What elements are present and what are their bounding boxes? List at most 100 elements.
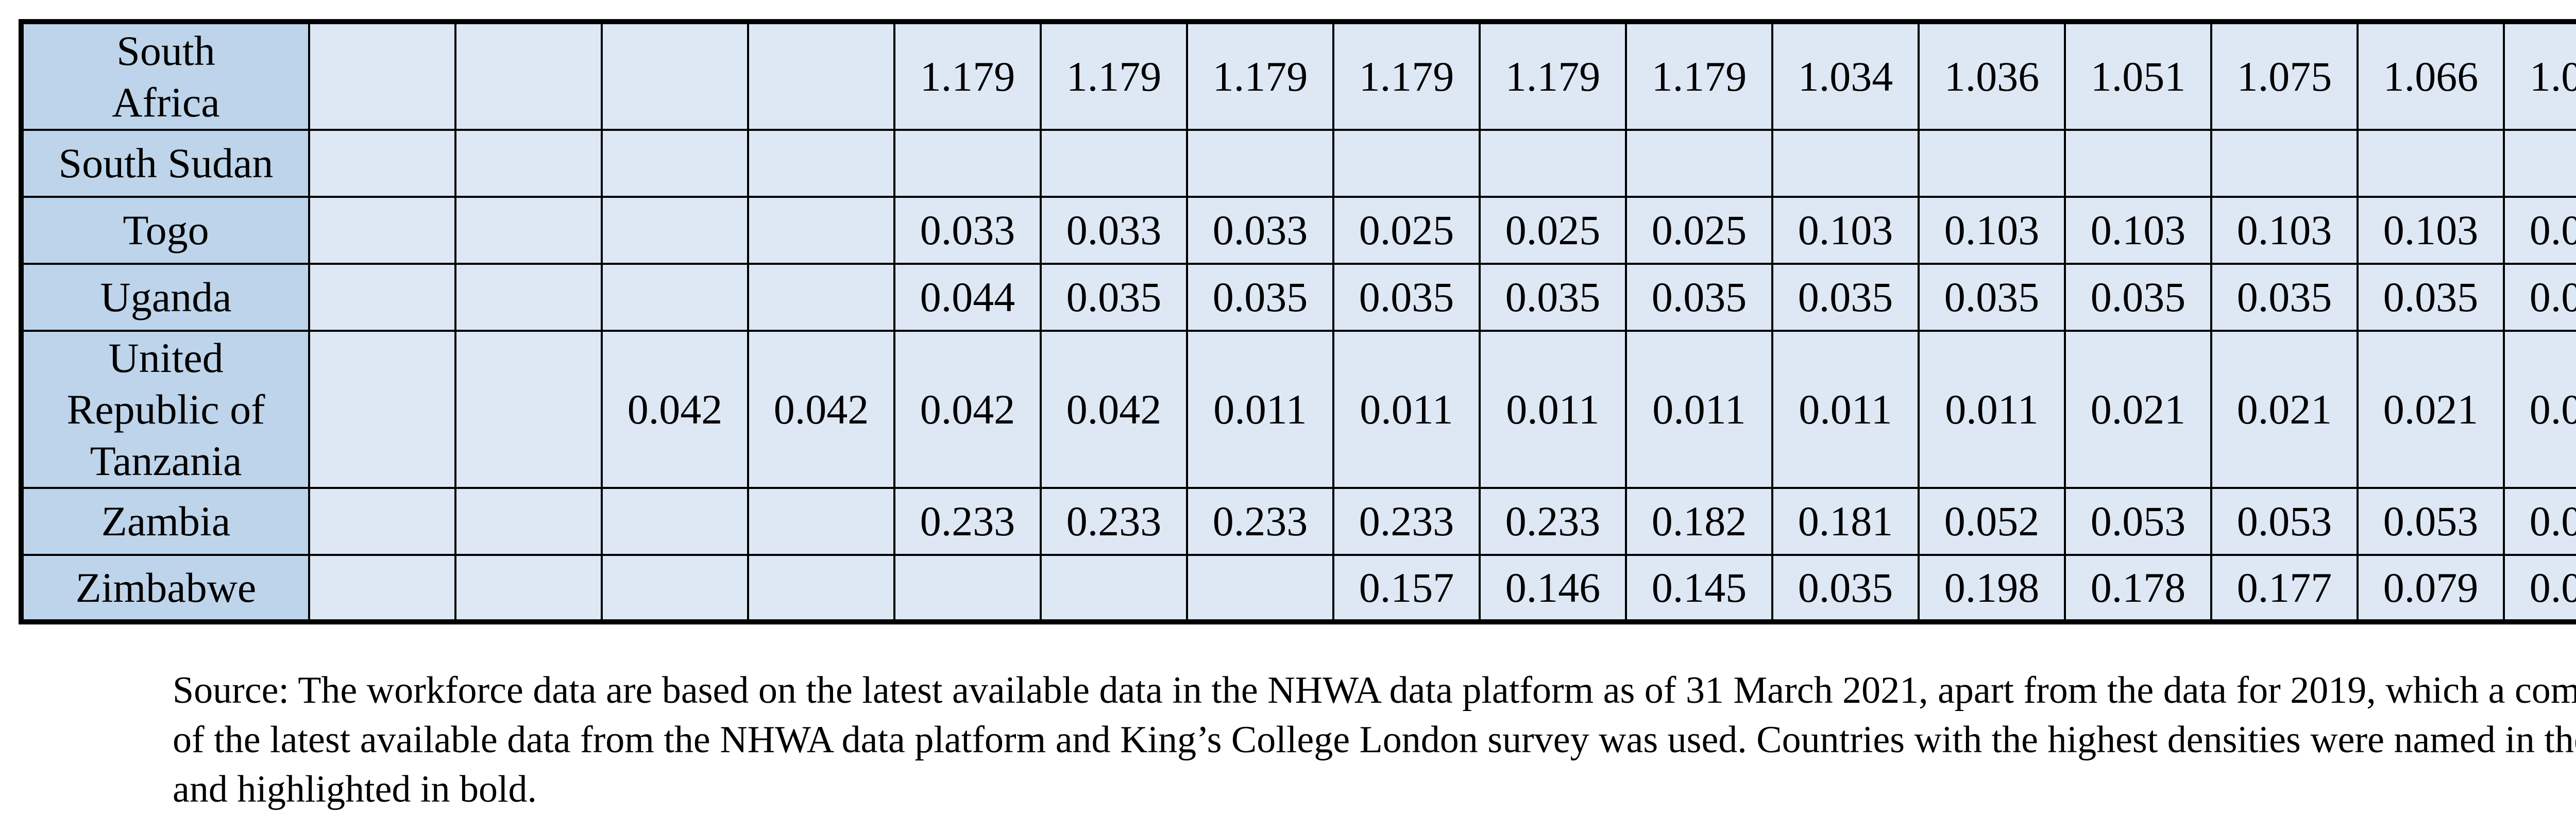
country-name-line: South Sudan — [58, 140, 274, 187]
data-cell: 0.035 — [1479, 263, 1627, 332]
data-cell: 0.021 — [2357, 330, 2505, 489]
data-cell: 0.025 — [2503, 196, 2576, 265]
data-cell — [308, 129, 456, 198]
data-cell: 1.075 — [2210, 21, 2359, 131]
data-cell: 0.233 — [1479, 487, 1627, 556]
data-cell: 0.103 — [2210, 196, 2359, 265]
data-cell — [454, 21, 603, 131]
data-cell — [1625, 129, 1773, 198]
data-cell: 0.042 — [601, 330, 749, 489]
data-cell — [601, 196, 749, 265]
data-cell: 1.034 — [1771, 21, 1920, 131]
data-cell — [454, 330, 603, 489]
data-cell: 0.035 — [1332, 263, 1481, 332]
data-cell: 0.233 — [1040, 487, 1188, 556]
table-row: South Sudan0.0030.003 — [20, 129, 2576, 198]
data-cell — [747, 196, 895, 265]
data-cell: 0.053 — [2064, 487, 2212, 556]
data-cell: 0.035 — [1771, 554, 1920, 623]
data-cell: 0.033 — [1040, 196, 1188, 265]
data-cell — [308, 330, 456, 489]
data-cell: 0.035 — [1918, 263, 2066, 332]
data-cell: 0.233 — [1186, 487, 1334, 556]
data-cell: 0.021 — [2064, 330, 2212, 489]
data-cell — [747, 263, 895, 332]
data-cell: 0.103 — [1918, 196, 2066, 265]
data-cell — [308, 263, 456, 332]
data-cell: 0.035 — [2064, 263, 2212, 332]
data-cell: 1.051 — [2064, 21, 2212, 131]
data-cell — [1040, 554, 1188, 623]
data-cell: 0.042 — [1040, 330, 1188, 489]
data-cell: 0.103 — [2357, 196, 2505, 265]
country-cell: South Sudan — [20, 129, 310, 198]
country-name-line: Tanzania — [90, 437, 242, 484]
data-cell — [2064, 129, 2212, 198]
country-cell: Zimbabwe — [20, 554, 310, 623]
data-cell: 0.035 — [1186, 263, 1334, 332]
data-cell: 0.011 — [1186, 330, 1334, 489]
data-cell: 1.179 — [1040, 21, 1188, 131]
data-cell: 0.035 — [1040, 263, 1188, 332]
data-cell: 0.042 — [747, 330, 895, 489]
data-cell — [1771, 129, 1920, 198]
data-cell: 1.179 — [1186, 21, 1334, 131]
country-cell: Zambia — [20, 487, 310, 556]
data-cell — [454, 487, 603, 556]
country-name-line: United — [108, 334, 224, 381]
data-cell: 0.233 — [893, 487, 1042, 556]
table-row: Zimbabwe 0.157 0.146 0.145 0.035 0.198 0.178 0.… — [20, 554, 2576, 623]
data-cell: 0.035 — [1771, 263, 1920, 332]
country-name-line: Zambia — [101, 498, 231, 545]
data-cell — [747, 554, 895, 623]
data-cell — [601, 487, 749, 556]
country-cell: South Africa — [20, 21, 310, 131]
data-cell: 0.033 — [1186, 196, 1334, 265]
data-cell — [308, 554, 456, 623]
source-note: Source: The workforce data are based on … — [173, 666, 2576, 814]
data-cell — [747, 487, 895, 556]
density-table-body: South Africa 1.179 1.179 1.179 1.179 1.179 1.17… — [20, 21, 2576, 623]
data-cell: 0.011 — [1479, 330, 1627, 489]
data-cell — [308, 487, 456, 556]
data-cell: 0.011 — [1918, 330, 2066, 489]
data-cell: 0.178 — [2064, 554, 2212, 623]
country-name-line: South — [116, 27, 215, 74]
table-row: Togo 0.033 0.033 0.033 0.025 0.025 0.025 0.103 0… — [20, 196, 2576, 265]
data-cell — [601, 129, 749, 198]
data-cell: 0.182 — [1625, 487, 1773, 556]
data-cell: 0.035 — [2210, 263, 2359, 332]
data-cell — [1186, 129, 1334, 198]
data-cell: 0.042 — [893, 330, 1042, 489]
data-cell — [454, 129, 603, 198]
data-cell — [747, 129, 895, 198]
data-cell — [454, 263, 603, 332]
data-cell — [1186, 554, 1334, 623]
data-cell: 0.011 — [1771, 330, 1920, 489]
workforce-density-table: South Africa 1.179 1.179 1.179 1.179 1.179 1.17… — [19, 19, 2576, 624]
data-cell: 0.103 — [2064, 196, 2212, 265]
data-cell: 0.177 — [2210, 554, 2359, 623]
data-cell: 0.035 — [2357, 263, 2505, 332]
data-cell: 0.053 — [2210, 487, 2359, 556]
source-note-line: and highlighted in bold. — [173, 768, 537, 810]
data-cell: 1.081 — [2503, 21, 2576, 131]
data-cell: 0.181 — [1771, 487, 1920, 556]
country-name-line: Uganda — [100, 274, 232, 320]
data-cell: 0.103 — [1771, 196, 1920, 265]
data-cell: 0.011 — [1625, 330, 1773, 489]
data-cell — [601, 554, 749, 623]
data-cell: 0.145 — [1625, 554, 1773, 623]
country-name-line: Africa — [112, 78, 220, 126]
data-cell: 0.025 — [1625, 196, 1773, 265]
data-cell — [454, 554, 603, 623]
data-cell — [893, 129, 1042, 198]
country-cell: Uganda — [20, 263, 310, 332]
data-cell: 0.021 — [2210, 330, 2359, 489]
data-cell: 0.072 — [2503, 263, 2576, 332]
data-cell — [1332, 129, 1481, 198]
data-cell: 0.025 — [1479, 196, 1627, 265]
data-cell: 0.053 — [2357, 487, 2505, 556]
data-cell: 0.052 — [1918, 487, 2066, 556]
data-cell: 0.044 — [893, 263, 1042, 332]
